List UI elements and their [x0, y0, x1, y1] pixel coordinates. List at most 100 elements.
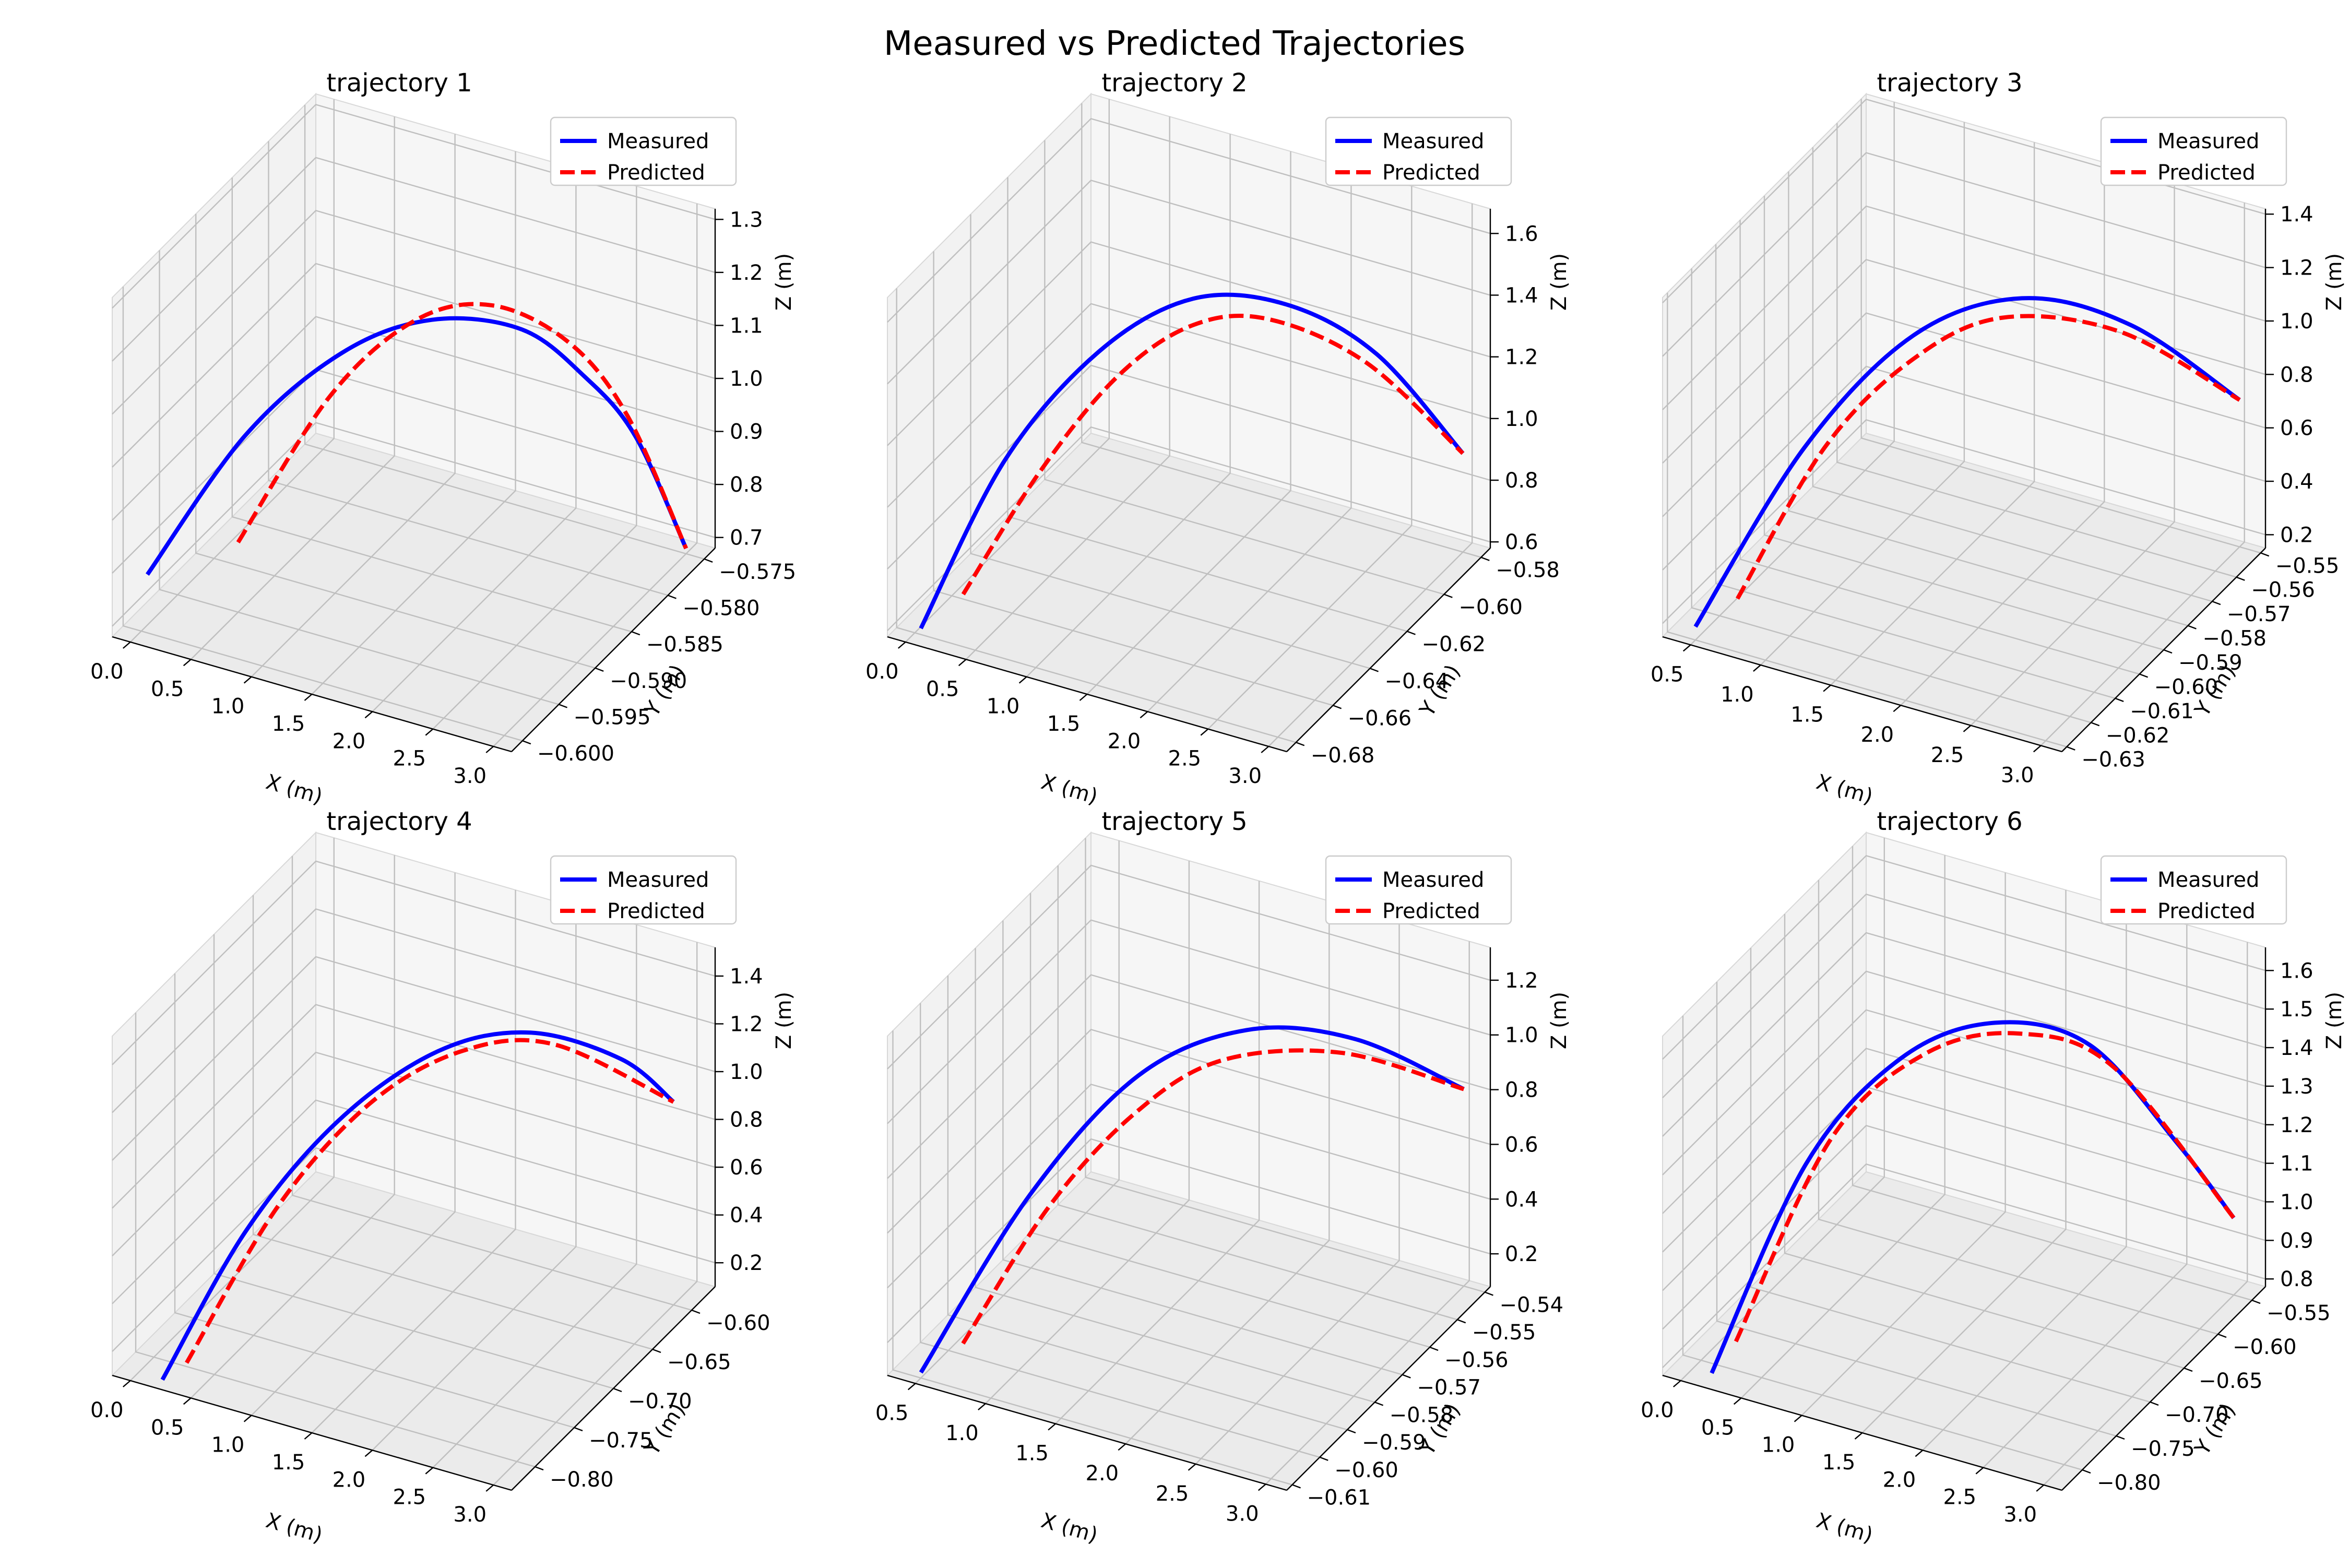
z-grid-line: [887, 1138, 1491, 1343]
y-grid-line: [159, 250, 559, 705]
y-tick-label: −0.55: [2267, 1301, 2331, 1325]
x-grid-line: [1861, 890, 2067, 1433]
x-tick-label: 1.0: [987, 695, 1020, 719]
x-tick: [958, 659, 967, 667]
y-tick: [613, 1387, 622, 1393]
y-grid-line: [304, 104, 705, 560]
legend-predicted-label: Predicted: [1382, 161, 1480, 185]
z-tick-label: 1.0: [1505, 1024, 1538, 1048]
z-grid-line: [112, 908, 716, 1113]
x-grid-line: [1147, 169, 1352, 712]
y-grid-line: [213, 934, 614, 1389]
y-tick: [2150, 1401, 2159, 1406]
x-tick-label: 0.0: [90, 1398, 124, 1422]
z-tick-label: 0.4: [1505, 1187, 1538, 1211]
z-tick-label: 0.9: [2280, 1229, 2314, 1253]
legend-predicted-label: Predicted: [2157, 161, 2256, 185]
x-tick-label: 2.5: [393, 1486, 426, 1510]
y-tick-label: −0.66: [1348, 706, 1412, 730]
z-grid-line: [1662, 970, 2266, 1175]
legend-box: [2100, 116, 2287, 186]
x-tick-label: 1.5: [1015, 1442, 1049, 1466]
z-tick-label: 1.1: [2280, 1152, 2314, 1176]
z-grid-line: [1662, 893, 2266, 1099]
x-tick-label: 2.0: [1086, 1462, 1119, 1486]
z-grid-line: [112, 1004, 716, 1209]
z-tick-label: 0.6: [1505, 1133, 1538, 1157]
legend-measured-label: Measured: [607, 868, 709, 892]
x-tick: [1048, 1423, 1056, 1431]
z-tick-label: 1.3: [730, 208, 763, 232]
x-tick-label: 1.0: [211, 1433, 245, 1457]
y-grid-line: [268, 141, 668, 596]
y-grid-line: [231, 177, 632, 633]
z-grid-line: [887, 303, 1491, 508]
x-grid-line: [1195, 921, 1400, 1465]
y-tick: [631, 631, 640, 636]
y-tick-label: −0.55: [1472, 1321, 1536, 1345]
z-tick-label: 0.6: [2280, 417, 2314, 441]
x-tick: [183, 1397, 192, 1405]
z-grid-line: [887, 919, 1491, 1124]
y-tick-label: −0.600: [537, 742, 614, 766]
x-tick: [304, 694, 313, 701]
figure-title: Measured vs Predicted Trajectories: [884, 25, 1465, 63]
y-grid-line: [1007, 177, 1407, 632]
predicted-series-line: [1736, 314, 2241, 600]
z-tick-label: 1.6: [2280, 959, 2314, 983]
x-tick-label: 1.0: [1721, 683, 1754, 707]
z-tick-label: 1.0: [730, 367, 763, 391]
x-tick-label: 0.5: [926, 677, 959, 701]
x-tick: [1188, 1463, 1196, 1471]
measured-series-line: [1710, 1020, 2236, 1374]
x-tick-label: 3.0: [453, 1503, 487, 1527]
z-grid-line: [887, 1083, 1491, 1289]
subplot-4: 0.0 0.5 1.0 1.5 2.0 2.5 3.0 −0.80 −0.75 −0.70 −0.6…: [90, 807, 796, 1548]
z-tick-label: 1.4: [2280, 203, 2314, 227]
y-tick: [535, 1466, 544, 1471]
x-grid-line: [1268, 204, 1473, 747]
y-grid-line: [135, 1013, 536, 1468]
x-tick: [1794, 1415, 1802, 1422]
y-tick-label: −0.580: [682, 597, 760, 621]
x-grid-line: [1207, 186, 1413, 730]
x-tick: [1257, 1483, 1266, 1491]
z-tick-label: 1.0: [2280, 1191, 2314, 1215]
x-tick-label: 2.5: [1168, 747, 1202, 771]
y-grid-line: [252, 895, 653, 1350]
x-tick-label: 0.5: [1651, 662, 1684, 686]
y-tick-label: −0.57: [1417, 1376, 1481, 1400]
z-grid-line: [887, 180, 1491, 385]
y-tick: [574, 1427, 583, 1432]
x-tick: [1672, 1380, 1681, 1387]
x-grid-line: [1922, 907, 2127, 1451]
predicted-series-line: [185, 1038, 674, 1364]
x-tick: [1079, 694, 1088, 701]
z-grid-line: [887, 1029, 1491, 1234]
z-axis-label: Z (m): [2322, 992, 2346, 1049]
z-tick-label: 0.6: [730, 1156, 763, 1180]
y-tick-label: −0.590: [610, 669, 687, 693]
y-tick: [652, 1348, 661, 1353]
y-tick: [2217, 1333, 2227, 1338]
y-tick: [1347, 1429, 1356, 1434]
x-grid-line: [1055, 881, 1260, 1424]
z-grid-line: [112, 1051, 716, 1256]
x-tick-label: 2.0: [333, 1468, 366, 1492]
y-grid-line: [1044, 140, 1444, 595]
y-tick-label: −0.62: [1421, 633, 1486, 657]
x-tick-label: 1.5: [272, 1451, 305, 1475]
x-tick-label: 2.5: [1156, 1482, 1189, 1506]
x-grid-line: [1026, 134, 1231, 678]
legend: Measured Predicted: [1325, 855, 1512, 925]
x-grid-line: [915, 840, 1120, 1384]
y-grid-line: [1852, 846, 2252, 1301]
x-grid-line: [129, 99, 335, 643]
z-tick-label: 1.4: [2280, 1036, 2314, 1060]
x-grid-line: [1740, 855, 1945, 1399]
y-tick: [1292, 1484, 1301, 1489]
subplot-6: 0.0 0.5 1.0 1.5 2.0 2.5 3.0 −0.80 −0.75 −0.70 −0.6…: [1641, 807, 2346, 1548]
x-tick: [122, 1380, 131, 1387]
z-grid-line: [1662, 152, 2266, 357]
x-tick: [364, 711, 373, 719]
